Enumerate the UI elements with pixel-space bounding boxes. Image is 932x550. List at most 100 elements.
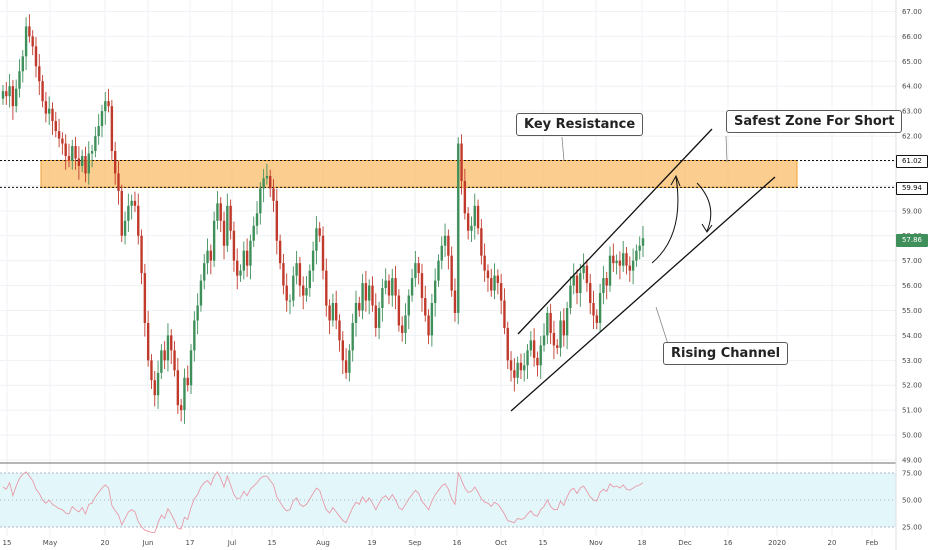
candle (2, 85, 4, 105)
candle-body (361, 283, 363, 310)
candle (45, 92, 47, 122)
candle-body (490, 278, 492, 290)
candle-body (38, 66, 40, 81)
candle-body (335, 303, 337, 320)
candle-body (196, 306, 198, 321)
candle (579, 264, 581, 307)
candle-body (101, 111, 103, 126)
candle (487, 264, 489, 291)
candle (612, 243, 614, 271)
candle-body (111, 106, 113, 151)
rsi-axis[interactable]: 75.00 50.00 25.00 (902, 470, 922, 532)
candle (183, 369, 185, 424)
candle-body (8, 86, 10, 96)
candle (559, 311, 561, 356)
candle-body (543, 335, 545, 345)
candle (513, 358, 515, 391)
candle (160, 344, 162, 379)
candle-body (516, 363, 518, 378)
y-tick-label: 54.00 (902, 332, 922, 340)
time-axis[interactable]: 15 May 20 Jun 17 Jul 15 Aug 19 Sep 16 Oct 15 Nov 18 Dec… (3, 539, 879, 547)
candle-body (444, 236, 446, 246)
candle-body (299, 263, 301, 285)
candle-body (437, 261, 439, 281)
candle (140, 230, 142, 285)
candle (177, 358, 179, 414)
candle (134, 192, 136, 212)
candle (338, 314, 340, 351)
x-tick-label: Sep (408, 539, 422, 547)
candle (355, 291, 357, 337)
candle-body (365, 283, 367, 300)
candle (101, 105, 103, 137)
candle-body (216, 203, 218, 220)
candle (206, 238, 208, 274)
candle-body (338, 320, 340, 340)
candle (111, 100, 113, 160)
candle-body (606, 278, 608, 285)
candle (239, 264, 241, 281)
candle-body (454, 291, 456, 313)
candle (203, 254, 205, 289)
candle-body (530, 340, 532, 350)
candle-body (28, 26, 30, 36)
candle-body (25, 26, 27, 56)
candle-body (74, 146, 76, 158)
candle (302, 276, 304, 309)
candle (167, 323, 169, 371)
candle (157, 361, 159, 409)
candle-body (18, 71, 20, 88)
y-tick-label: 50.00 (902, 432, 922, 440)
candle-body (253, 226, 255, 241)
candle (619, 251, 621, 279)
candle-body (2, 91, 4, 98)
candle (342, 331, 344, 374)
candle (196, 293, 198, 334)
candle-body (78, 158, 80, 165)
candle (249, 234, 251, 279)
candle-body (391, 278, 393, 295)
rising-channel-label[interactable]: Rising Channel (663, 342, 788, 365)
candle-body (51, 109, 53, 121)
candle-body (173, 350, 175, 370)
candle-body (220, 203, 222, 220)
candle (566, 302, 568, 349)
candle-body (315, 228, 317, 250)
candle (553, 321, 555, 359)
y-tick-label: 64.00 (902, 83, 922, 91)
candle-body (332, 303, 334, 320)
candle-body (137, 206, 139, 236)
candle-body (523, 365, 525, 370)
candle-body (213, 221, 215, 261)
candle (556, 339, 558, 354)
candle-body (470, 226, 472, 231)
candle-body (104, 101, 106, 111)
candle (483, 243, 485, 281)
candle (526, 344, 528, 379)
candle-body (325, 271, 327, 306)
candle (305, 276, 307, 302)
candle-body (236, 261, 238, 276)
x-tick-label: 20 (101, 539, 110, 547)
key-resistance-label[interactable]: Key Resistance (516, 113, 643, 136)
safest-zone-label[interactable]: Safest Zone For Short (726, 110, 902, 133)
candle (411, 269, 413, 302)
candle-body (15, 89, 17, 106)
candle-body (286, 286, 288, 301)
candle (576, 269, 578, 304)
candle (546, 307, 548, 344)
candle-body (121, 191, 123, 236)
candle-body (431, 303, 433, 335)
candle-body (394, 278, 396, 295)
candle-body (536, 358, 538, 365)
candle (144, 264, 146, 337)
candle (388, 274, 390, 304)
candle (35, 37, 37, 77)
candle-body (22, 56, 24, 71)
y-tick-label: 49.00 (902, 457, 922, 465)
candle (121, 185, 123, 242)
candle (216, 191, 218, 229)
candle-body (233, 231, 235, 261)
